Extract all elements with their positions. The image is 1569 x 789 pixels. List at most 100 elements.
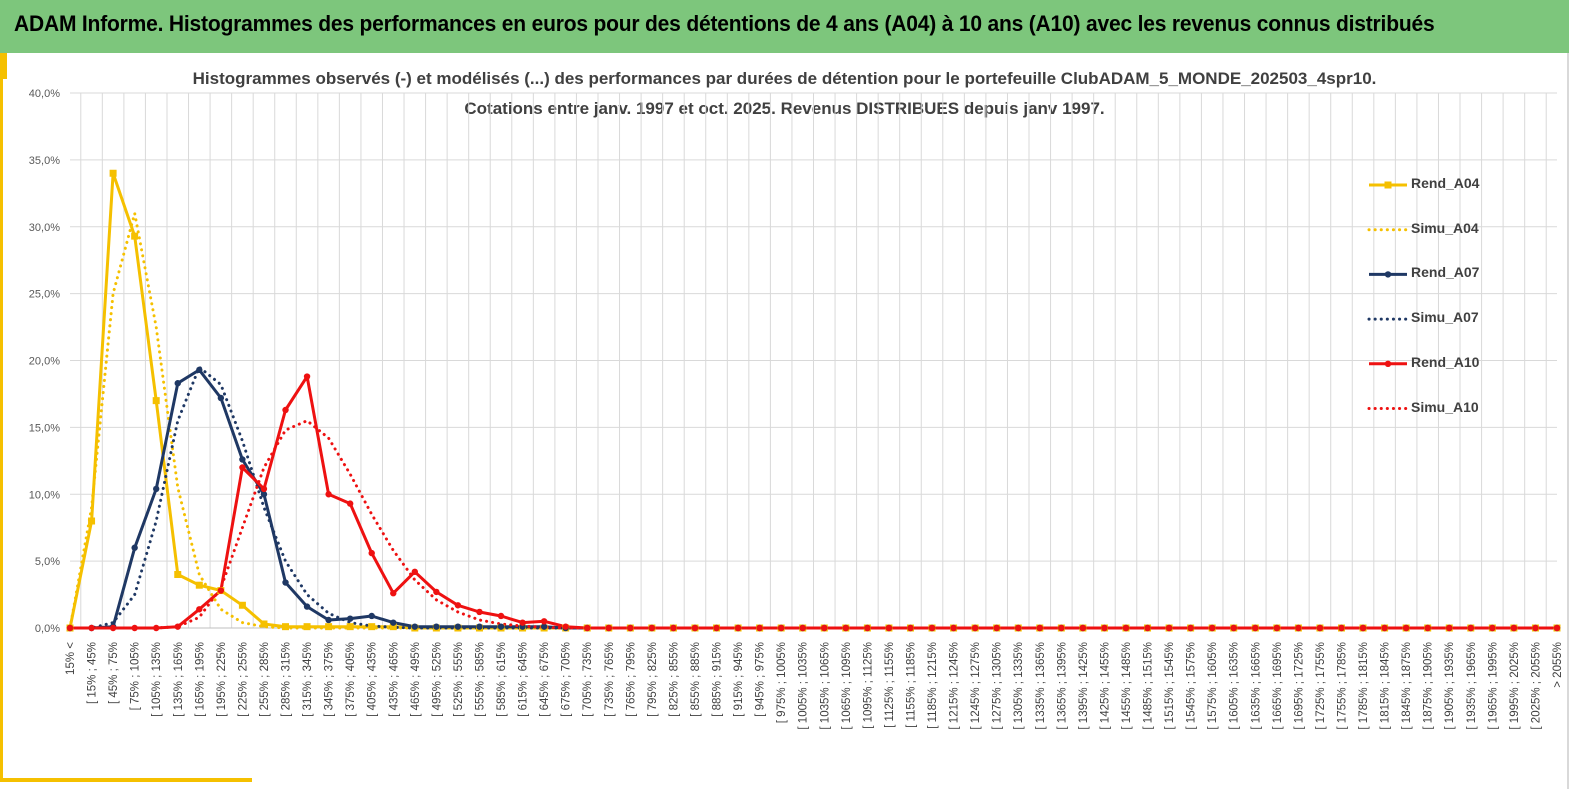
x-tick-label: [ 465% ; 495% [410,642,422,717]
x-tick-label: [ 1695% ; 1725% [1293,642,1305,730]
data-point [540,623,548,630]
data-point [1359,624,1367,632]
data-point [1015,624,1022,632]
legend-label: Simu_A07 [1411,309,1479,326]
x-tick-label: [ 1305% ; 1335% [1013,642,1025,730]
x-tick-label: [ 1545% ; 1575% [1186,642,1198,730]
data-point [713,624,720,632]
data-point [497,623,505,630]
data-point [691,624,699,632]
chart-title: Histogrammes observés (-) et modélisés (… [192,69,1377,88]
data-point [325,616,332,624]
x-tick-label: 15% < [65,642,77,675]
data-point [1424,624,1431,632]
x-tick-label: [ 1125% ; 1155% [884,642,896,728]
legend-label: Rend_A10 [1411,353,1480,370]
legend-label: Simu_A04 [1411,219,1479,236]
x-tick-label: [ 945% ; 975% [755,642,767,717]
data-point [1058,624,1065,632]
data-point [1230,624,1237,632]
x-tick-label: [ 345% ; 375% [324,642,336,717]
x-tick-label: [ 1185% ; 1215% [927,642,939,729]
data-point [1446,624,1453,632]
data-point [1532,624,1539,632]
data-point [153,485,160,493]
data-point [519,619,526,626]
data-point [325,623,333,631]
data-point [950,624,957,632]
data-point [799,624,806,632]
data-point [756,624,763,632]
frame-border-right [1567,53,1569,789]
x-tick-label: [ 1425% ; 1455% [1099,642,1111,730]
x-tick-label: [ 1275% ; 1305% [992,642,1004,730]
x-tick-label: [ 435% ; 465% [388,642,400,717]
data-point [303,373,311,380]
data-point [174,571,182,578]
x-tick-label: [ 1155% ; 1185% [905,642,917,728]
x-tick-label: [ 1875% ; 1905% [1423,642,1435,730]
data-point [928,624,936,632]
data-point [238,601,246,609]
x-tick-label: [ 165% ; 195% [194,642,206,717]
legend-marker [1384,271,1392,278]
data-point [282,406,289,414]
data-point [153,624,160,632]
data-point [109,624,117,632]
x-tick-label: [ 1485% ; 1515% [1143,642,1155,730]
data-point [131,624,138,632]
data-point [217,587,225,594]
data-point [1165,624,1173,632]
x-tick-label: [ 1845% ; 1875% [1401,642,1413,730]
x-tick-label: [ 225% ; 255% [237,642,249,717]
data-point [389,623,397,631]
data-point [346,500,354,507]
data-point [842,624,850,632]
x-tick-label: [ 765% ; 795% [625,642,637,717]
x-tick-label: [ 1035% ; 1065% [819,642,831,730]
x-tick-label: [ 885% ; 915% [712,642,724,717]
data-point [303,623,311,631]
data-point [131,544,138,551]
x-tick-label: [ 1935% ; 1965% [1466,642,1478,730]
data-point [562,623,569,630]
data-point [1295,624,1302,632]
data-point [195,581,203,589]
x-tick-label: [ 495% ; 525% [431,642,443,717]
data-point [325,491,332,498]
x-tick-label: [ 645% ; 675% [539,642,551,717]
data-point [390,619,397,626]
data-point [777,624,785,632]
x-tick-label: [ 375% ; 405% [345,642,357,717]
x-tick-label: [ 1755% ; 1785% [1336,642,1348,730]
x-tick-label: [ 285% ; 315% [281,642,293,717]
data-point [368,549,375,557]
data-point [260,491,268,498]
x-tick-label: [ 1965% ; 1995% [1487,642,1499,730]
x-tick-label: [ 555% ; 585% [474,642,486,717]
x-tick-label: [ 1575% ; 1605% [1207,642,1219,730]
report-banner: ADAM Informe. Histogrammes des performan… [0,0,1569,53]
data-point [411,623,419,630]
data-point [670,624,677,632]
x-tick-label: [ 45% ; 75% [108,642,120,704]
x-tick-label: [ 105% ; 135% [151,642,163,717]
x-tick-label: [ 855% ; 885% [690,642,702,717]
x-tick-label: [ 1785% ; 1815% [1358,642,1370,730]
data-point [390,590,397,597]
y-tick-label: 0,0% [35,623,60,635]
chart-subtitle: Cotations entre janv. 1997 et oct. 2025.… [464,99,1105,118]
x-tick-label: > 2055% [1552,642,1564,688]
x-tick-label: [ 1215% ; 1245% [949,642,961,730]
data-point [88,517,96,525]
data-point [971,624,979,632]
data-point [109,169,117,177]
data-point [433,623,440,630]
frame-accent-bottom [0,778,252,782]
x-tick-label: [ 1095% ; 1125% [862,642,874,729]
x-tick-label: [ 525% ; 555% [453,642,465,717]
data-point [497,612,505,620]
data-point [454,602,462,609]
x-tick-label: [ 15% ; 45% [87,642,99,704]
data-point [217,394,225,402]
